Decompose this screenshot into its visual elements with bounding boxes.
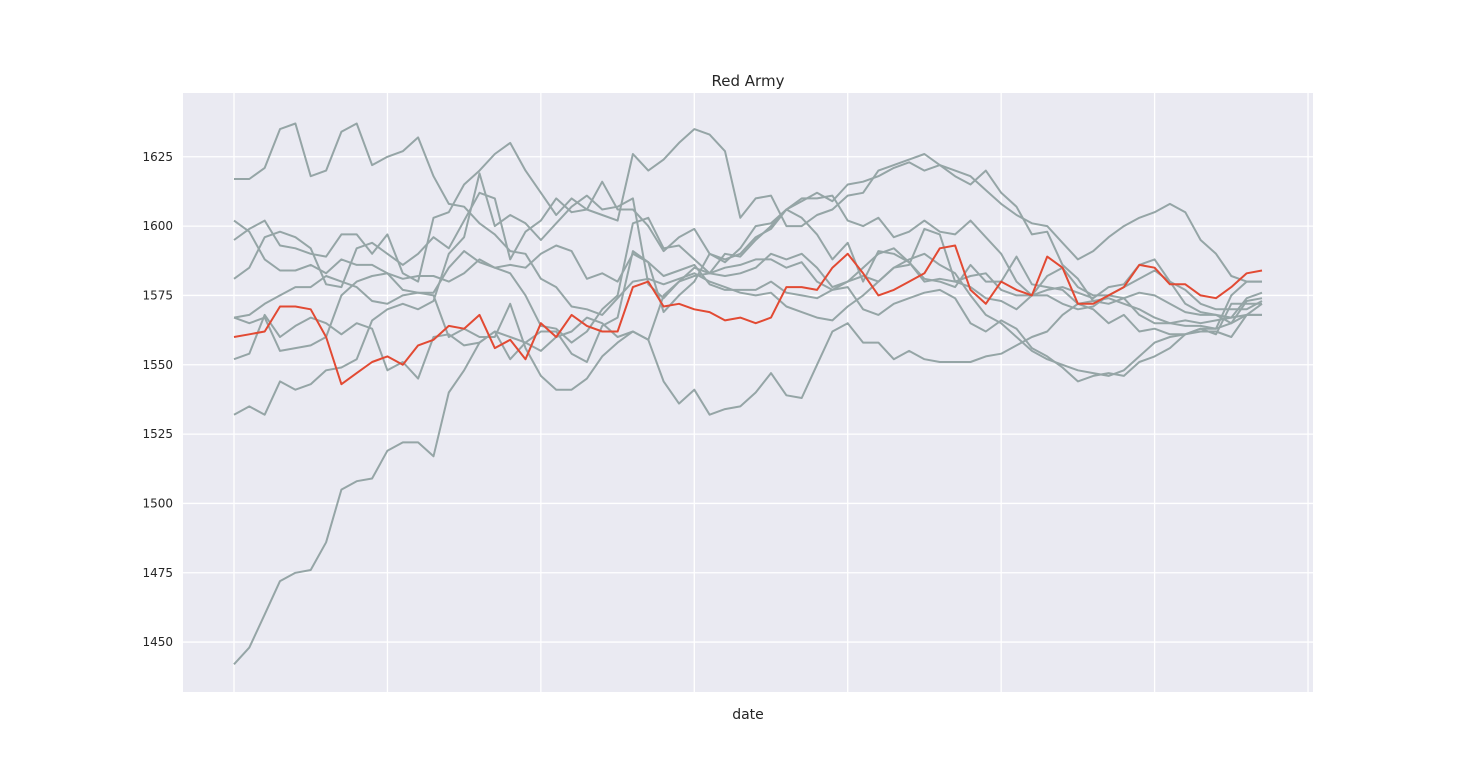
series-line-9 bbox=[233, 141, 1262, 330]
series-line-highlight bbox=[233, 244, 1263, 386]
series-line-2 bbox=[234, 122, 1263, 377]
series-line-1 bbox=[233, 297, 1262, 665]
x-axis-label: date bbox=[732, 707, 764, 723]
series-line-8 bbox=[233, 128, 1262, 289]
y-tick-label: 1575 bbox=[142, 288, 173, 302]
series-line-4 bbox=[233, 194, 1263, 344]
chart-title: Red Army bbox=[712, 72, 785, 90]
series-lines bbox=[233, 122, 1263, 665]
series-line-6 bbox=[233, 258, 1262, 391]
series-line-3 bbox=[233, 172, 1263, 416]
series-line-7 bbox=[233, 208, 1262, 380]
y-tick-label: 1500 bbox=[142, 496, 173, 510]
plot-background bbox=[183, 93, 1313, 692]
y-tick-labels: 1450 1475 1500 1525 1550 1575 1600 1625 bbox=[142, 150, 173, 649]
y-tick-label: 1475 bbox=[142, 566, 173, 580]
y-tick-label: 1550 bbox=[142, 358, 173, 372]
y-tick-label: 1625 bbox=[142, 150, 173, 164]
y-tick-label: 1525 bbox=[142, 427, 173, 441]
y-tick-label: 1450 bbox=[142, 635, 173, 649]
y-tick-label: 1600 bbox=[142, 219, 173, 233]
